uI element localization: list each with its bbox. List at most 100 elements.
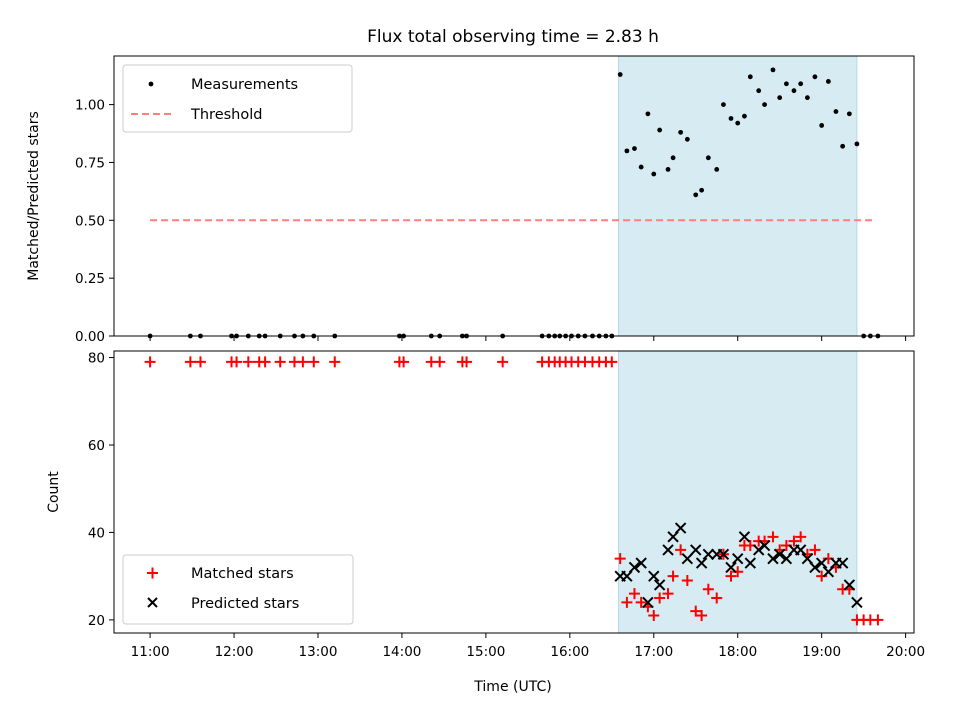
measurement-point (728, 116, 734, 121)
matched-star-point (702, 583, 714, 595)
matched-star-point (297, 356, 309, 368)
bottom-y-tick-label: 60 (88, 438, 105, 454)
measurement-point (624, 148, 630, 154)
x-tick-label: 15:00 (466, 644, 505, 660)
measurement-point (651, 171, 657, 177)
predicted-star-point (794, 544, 807, 556)
matched-star-point (635, 596, 647, 608)
predicted-star-point (662, 544, 674, 556)
predicted-star-point (635, 557, 647, 569)
matched-star-point (690, 605, 702, 617)
predicted-star-point (648, 570, 660, 582)
measurement-point (770, 67, 776, 73)
x-tick-label: 17:00 (634, 644, 673, 660)
predicted-star-point (681, 552, 694, 565)
x-tick-label: 13:00 (299, 644, 338, 660)
legend-predicted-marker (147, 597, 158, 608)
matched-star-point (434, 356, 446, 368)
predicted-star-point (843, 579, 856, 591)
measurement-point (846, 111, 852, 117)
predicted-star-point (758, 539, 771, 552)
predicted-star-point (725, 561, 737, 574)
matched-star-point (725, 570, 737, 582)
measurement-point (632, 146, 637, 151)
predicted-star-point (752, 544, 765, 556)
matched-star-point (654, 592, 666, 604)
top-shaded-interval (618, 55, 858, 337)
bottom-y-tick-label: 80 (88, 351, 105, 367)
chart-title: Flux total observing time = 2.83 h (367, 27, 659, 47)
x-tick-label: 16:00 (550, 644, 589, 660)
measurement-point (777, 95, 783, 101)
bottom-y-tick-label: 40 (88, 525, 105, 541)
matched-star-point (497, 356, 509, 368)
predicted-star-point (738, 531, 751, 543)
measurement-point (819, 123, 825, 128)
matched-star-point (675, 544, 687, 556)
measurement-point (714, 166, 720, 172)
top-legend: Measurements Threshold (122, 64, 353, 133)
measurement-point (762, 102, 767, 107)
bottom-legend-box (122, 554, 354, 625)
matched-star-point (184, 356, 196, 368)
matched-star-point (662, 588, 674, 600)
predicted-star-point (695, 557, 708, 569)
matched-star-point (767, 531, 779, 543)
x-tick-label: 19:00 (802, 644, 841, 660)
predicted-star-point (851, 596, 863, 609)
top-y-tick-label: 0.00 (75, 329, 105, 345)
matched-star-point (795, 531, 807, 543)
bottom-plot-frame (113, 350, 915, 634)
measurement-point (617, 72, 623, 77)
matched-star-point (242, 356, 254, 368)
bottom-shaded-interval (618, 350, 858, 634)
top-legend-box (122, 64, 353, 133)
measurement-point (638, 164, 644, 170)
measurement-point (804, 95, 810, 101)
matched-star-point (711, 592, 723, 604)
matched-star-point (628, 588, 640, 600)
measurement-point (854, 141, 860, 147)
matched-star-point (308, 356, 320, 368)
measurement-point (721, 102, 726, 107)
x-tick-label: 18:00 (718, 644, 757, 660)
predicted-star-point (674, 522, 687, 534)
predicted-star-point (653, 579, 666, 591)
matched-star-point (231, 356, 243, 368)
top-y-tick-label: 0.25 (75, 271, 105, 287)
x-tick-label: 14:00 (382, 644, 421, 660)
matched-star-point (194, 356, 206, 368)
measurement-point (825, 79, 831, 84)
legend-matched-label: Matched stars (191, 566, 294, 582)
measurement-point (798, 81, 804, 87)
matched-star-point (667, 570, 679, 582)
measurement-point (735, 120, 741, 126)
measurement-point (791, 88, 797, 94)
predicted-star-point (836, 557, 849, 569)
measurement-point (742, 113, 747, 119)
matched-star-point (398, 356, 410, 368)
predicted-star-point (809, 561, 821, 574)
legend-threshold-label: Threshold (190, 107, 262, 123)
bottom-legend: Matched stars Predicted stars (122, 554, 354, 625)
predicted-star-point (815, 557, 828, 569)
top-y-axis-label: Matched/Predicted stars (26, 111, 42, 281)
predicted-star-point (642, 596, 654, 609)
measurement-point (693, 192, 699, 198)
matched-star-point (461, 356, 473, 368)
measurement-point (812, 74, 818, 80)
measurement-point (645, 111, 651, 117)
predicted-star-point (717, 548, 730, 561)
predicted-star-point (773, 548, 786, 561)
x-axis-label: Time (UTC) (473, 679, 551, 695)
top-panel: 0.00 0.25 0.50 0.75 1.00 Matched/Predicted s… (26, 55, 915, 345)
measurement-point (670, 155, 676, 161)
matched-star-point (648, 610, 660, 622)
x-tick-label: 12:00 (215, 644, 254, 660)
predicted-star-point (690, 544, 702, 556)
matched-star-point (329, 356, 341, 368)
measurement-point (705, 155, 711, 161)
top-y-tick-label: 1.00 (75, 98, 105, 114)
matched-star-point (274, 356, 286, 368)
